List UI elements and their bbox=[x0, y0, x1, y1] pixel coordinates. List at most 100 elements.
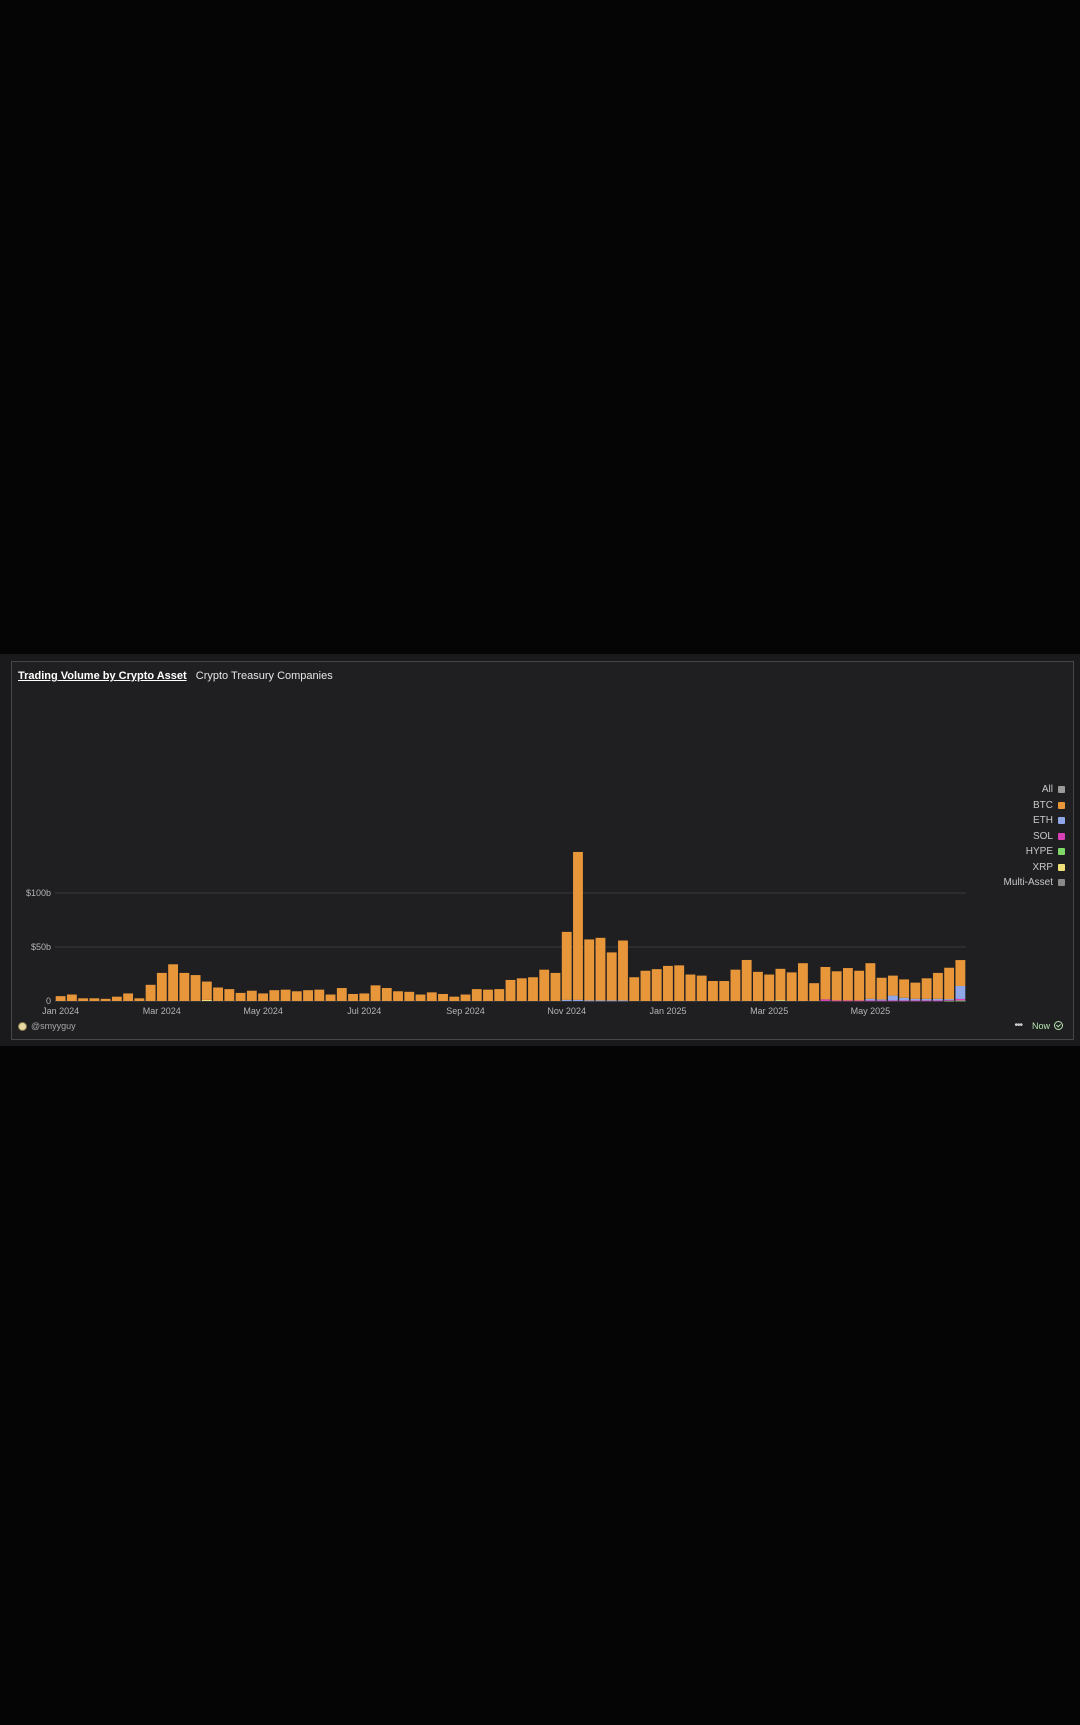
bar-eth[interactable] bbox=[944, 999, 955, 1001]
bar-btc[interactable] bbox=[393, 991, 403, 1001]
bar-btc[interactable] bbox=[370, 985, 381, 1001]
bar-btc[interactable] bbox=[89, 998, 100, 1001]
bar-btc[interactable] bbox=[415, 994, 426, 1001]
bar-btc[interactable] bbox=[494, 989, 505, 1001]
more-options-icon[interactable]: ••• bbox=[1014, 1020, 1022, 1031]
bar-btc[interactable] bbox=[66, 994, 77, 1001]
bar-btc[interactable] bbox=[314, 989, 325, 1001]
bar-btc[interactable] bbox=[460, 994, 471, 1001]
bar-sol[interactable] bbox=[842, 1000, 853, 1002]
bar-btc[interactable] bbox=[471, 989, 482, 1001]
bar-btc[interactable] bbox=[708, 981, 718, 1001]
bar-eth[interactable] bbox=[887, 995, 898, 1001]
bar-btc[interactable] bbox=[663, 965, 673, 1001]
bar-btc[interactable] bbox=[629, 977, 640, 1001]
bar-eth[interactable] bbox=[899, 997, 910, 1001]
bar-btc[interactable] bbox=[921, 978, 932, 999]
bar-sol[interactable] bbox=[876, 1000, 887, 1002]
bar-btc[interactable] bbox=[449, 996, 460, 1001]
bar-btc[interactable] bbox=[561, 931, 572, 1000]
bar-btc[interactable] bbox=[764, 974, 775, 1001]
bar-btc[interactable] bbox=[640, 970, 651, 1001]
bar-btc[interactable] bbox=[111, 996, 122, 1001]
bar-sol[interactable] bbox=[831, 1000, 842, 1002]
bar-btc[interactable] bbox=[359, 993, 370, 1001]
legend-item-xrp[interactable]: XRP bbox=[1032, 860, 1065, 876]
bar-eth[interactable] bbox=[573, 999, 583, 1001]
legend-item-multi-asset[interactable]: Multi-Asset bbox=[1004, 875, 1065, 891]
bar-btc[interactable] bbox=[426, 992, 437, 1001]
bar-btc[interactable] bbox=[516, 978, 527, 1001]
bar-btc[interactable] bbox=[831, 971, 842, 1001]
bar-btc[interactable] bbox=[336, 988, 347, 1001]
bar-sol[interactable] bbox=[955, 998, 966, 1001]
bar-btc[interactable] bbox=[932, 972, 943, 999]
bar-btc[interactable] bbox=[235, 992, 246, 1001]
bar-eth[interactable] bbox=[584, 1000, 595, 1002]
bar-btc[interactable] bbox=[865, 963, 876, 999]
bar-eth[interactable] bbox=[932, 998, 943, 1001]
legend-item-sol[interactable]: SOL bbox=[1033, 829, 1065, 845]
bar-btc[interactable] bbox=[325, 994, 336, 1001]
bar-btc[interactable] bbox=[651, 969, 662, 1001]
bar-sol[interactable] bbox=[887, 1000, 898, 1002]
bar-btc[interactable] bbox=[348, 993, 358, 1001]
bar-sol[interactable] bbox=[944, 1000, 955, 1001]
bar-btc[interactable] bbox=[854, 970, 865, 1001]
bar-btc[interactable] bbox=[224, 989, 235, 1001]
legend-item-eth[interactable]: ETH bbox=[1033, 813, 1065, 829]
author-handle[interactable]: @smyyguy bbox=[31, 1021, 76, 1031]
bar-btc[interactable] bbox=[595, 937, 606, 1001]
bar-eth[interactable] bbox=[595, 1000, 606, 1002]
bar-sol[interactable] bbox=[910, 1000, 921, 1002]
bar-btc[interactable] bbox=[269, 990, 280, 1001]
bar-btc[interactable] bbox=[618, 940, 628, 1001]
bar-btc[interactable] bbox=[145, 984, 156, 1001]
bar-btc[interactable] bbox=[179, 972, 190, 1001]
bar-btc[interactable] bbox=[246, 990, 257, 1001]
bar-btc[interactable] bbox=[123, 993, 134, 1001]
bar-sol[interactable] bbox=[820, 999, 831, 1001]
bar-btc[interactable] bbox=[404, 991, 415, 1001]
bar-eth[interactable] bbox=[865, 998, 876, 1001]
bar-btc[interactable] bbox=[168, 964, 179, 1001]
bar-btc[interactable] bbox=[438, 993, 448, 1001]
bar-btc[interactable] bbox=[741, 959, 752, 1001]
bar-eth[interactable] bbox=[606, 1000, 617, 1002]
bar-btc[interactable] bbox=[955, 960, 966, 986]
bar-btc[interactable] bbox=[100, 998, 111, 1001]
bar-btc[interactable] bbox=[719, 981, 730, 1001]
bar-btc[interactable] bbox=[887, 975, 898, 996]
bar-btc[interactable] bbox=[584, 939, 595, 1001]
bar-hype[interactable] bbox=[944, 1000, 955, 1002]
bar-btc[interactable] bbox=[78, 998, 89, 1001]
bar-btc[interactable] bbox=[573, 851, 583, 1000]
bar-btc[interactable] bbox=[258, 993, 268, 1001]
bar-btc[interactable] bbox=[899, 979, 910, 998]
bar-sol[interactable] bbox=[899, 1000, 910, 1002]
bar-xrp[interactable] bbox=[775, 1000, 786, 1001]
bar-btc[interactable] bbox=[842, 968, 853, 1001]
bar-eth[interactable] bbox=[910, 998, 921, 1001]
bar-btc[interactable] bbox=[775, 968, 786, 1001]
bar-btc[interactable] bbox=[280, 989, 291, 1001]
bar-btc[interactable] bbox=[730, 969, 741, 1001]
bar-btc[interactable] bbox=[483, 989, 493, 1001]
bar-sol[interactable] bbox=[854, 1000, 865, 1002]
bar-btc[interactable] bbox=[809, 983, 820, 1001]
bar-btc[interactable] bbox=[753, 971, 763, 1001]
legend-item-all[interactable]: All bbox=[1042, 782, 1065, 798]
legend-item-hype[interactable]: HYPE bbox=[1026, 844, 1065, 860]
bar-eth[interactable] bbox=[876, 999, 887, 1001]
bar-hype[interactable] bbox=[955, 1000, 966, 1002]
bar-btc[interactable] bbox=[539, 969, 550, 1001]
bar-btc[interactable] bbox=[156, 972, 167, 1001]
bar-eth[interactable] bbox=[561, 999, 572, 1001]
bar-btc[interactable] bbox=[798, 963, 808, 1001]
bar-xrp[interactable] bbox=[201, 999, 212, 1001]
bar-btc[interactable] bbox=[696, 975, 707, 1001]
legend-item-btc[interactable]: BTC bbox=[1033, 798, 1065, 814]
bar-btc[interactable] bbox=[606, 952, 617, 1001]
bar-sol[interactable] bbox=[932, 1000, 943, 1002]
bar-sol[interactable] bbox=[865, 1000, 876, 1002]
